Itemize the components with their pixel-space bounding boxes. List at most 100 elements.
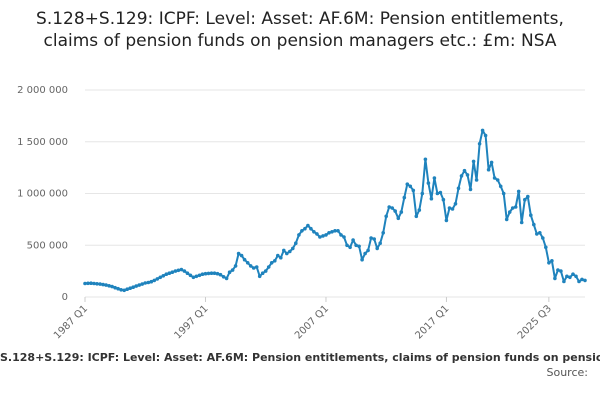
- data-point[interactable]: [336, 229, 340, 233]
- data-point[interactable]: [574, 274, 578, 279]
- data-point[interactable]: [559, 269, 563, 273]
- data-point[interactable]: [248, 264, 253, 268]
- data-point[interactable]: [414, 214, 419, 219]
- data-point[interactable]: [535, 232, 539, 236]
- data-point[interactable]: [513, 205, 518, 209]
- data-point[interactable]: [254, 265, 259, 269]
- data-point[interactable]: [393, 209, 398, 213]
- data-point[interactable]: [242, 257, 247, 262]
- data-point[interactable]: [405, 182, 410, 186]
- data-point[interactable]: [450, 207, 455, 211]
- data-point[interactable]: [381, 231, 386, 235]
- data-point[interactable]: [345, 243, 349, 248]
- data-point[interactable]: [200, 272, 205, 277]
- data-point[interactable]: [318, 235, 322, 239]
- data-point[interactable]: [119, 288, 123, 292]
- data-point[interactable]: [324, 233, 328, 237]
- data-point[interactable]: [95, 282, 99, 286]
- data-point[interactable]: [375, 246, 380, 251]
- data-point[interactable]: [273, 259, 277, 263]
- data-point[interactable]: [480, 128, 485, 133]
- data-point[interactable]: [495, 178, 500, 182]
- data-point[interactable]: [257, 274, 262, 279]
- data-point[interactable]: [369, 236, 373, 240]
- data-point[interactable]: [303, 226, 307, 231]
- data-point[interactable]: [218, 272, 223, 277]
- data-point[interactable]: [122, 288, 126, 293]
- data-point[interactable]: [155, 277, 160, 281]
- data-point[interactable]: [435, 191, 440, 196]
- data-point[interactable]: [251, 266, 256, 270]
- data-point[interactable]: [519, 220, 524, 225]
- data-point[interactable]: [441, 197, 446, 202]
- data-point[interactable]: [402, 195, 407, 200]
- data-point[interactable]: [233, 264, 238, 268]
- data-point[interactable]: [348, 245, 352, 250]
- data-point[interactable]: [83, 281, 87, 286]
- data-point[interactable]: [164, 272, 169, 277]
- data-point[interactable]: [453, 202, 458, 206]
- data-point[interactable]: [426, 181, 431, 185]
- data-point[interactable]: [538, 231, 542, 235]
- data-point[interactable]: [372, 237, 377, 241]
- data-point[interactable]: [309, 226, 313, 231]
- data-point[interactable]: [191, 275, 196, 280]
- data-point[interactable]: [179, 267, 184, 272]
- data-point[interactable]: [568, 275, 572, 280]
- data-point[interactable]: [221, 275, 226, 279]
- data-point[interactable]: [462, 168, 467, 173]
- data-point[interactable]: [420, 191, 425, 196]
- data-point[interactable]: [378, 241, 383, 245]
- data-point[interactable]: [501, 191, 506, 196]
- data-point[interactable]: [209, 271, 214, 276]
- data-point[interactable]: [471, 159, 476, 164]
- data-point[interactable]: [197, 273, 202, 278]
- data-point[interactable]: [423, 157, 428, 162]
- data-point[interactable]: [417, 208, 422, 212]
- data-point[interactable]: [306, 223, 310, 228]
- data-point[interactable]: [477, 142, 482, 146]
- data-point[interactable]: [86, 281, 90, 286]
- data-point[interactable]: [170, 270, 175, 275]
- data-point[interactable]: [360, 257, 364, 262]
- data-point[interactable]: [212, 271, 217, 276]
- data-point[interactable]: [577, 279, 581, 284]
- data-point[interactable]: [263, 269, 268, 273]
- data-point[interactable]: [92, 281, 96, 286]
- data-point[interactable]: [269, 261, 274, 265]
- data-point[interactable]: [459, 174, 464, 178]
- data-point[interactable]: [507, 210, 512, 214]
- data-point[interactable]: [483, 133, 488, 138]
- data-point[interactable]: [185, 271, 190, 276]
- data-point[interactable]: [158, 275, 163, 280]
- data-point[interactable]: [333, 229, 337, 233]
- data-point[interactable]: [291, 246, 295, 251]
- data-point[interactable]: [137, 283, 141, 287]
- data-point[interactable]: [399, 210, 404, 214]
- data-point[interactable]: [149, 279, 154, 284]
- data-point[interactable]: [182, 269, 187, 273]
- data-point[interactable]: [173, 269, 178, 273]
- data-point[interactable]: [544, 245, 548, 250]
- data-point[interactable]: [294, 241, 298, 245]
- data-point[interactable]: [550, 259, 554, 263]
- data-point[interactable]: [553, 276, 557, 281]
- data-point[interactable]: [429, 196, 434, 201]
- data-point[interactable]: [101, 282, 105, 287]
- data-point[interactable]: [285, 251, 289, 256]
- data-point[interactable]: [504, 217, 509, 222]
- data-point[interactable]: [438, 190, 443, 195]
- data-point[interactable]: [456, 186, 461, 191]
- data-point[interactable]: [125, 287, 129, 292]
- data-point[interactable]: [486, 167, 491, 172]
- data-point[interactable]: [498, 184, 503, 189]
- data-point[interactable]: [236, 251, 241, 256]
- data-point[interactable]: [529, 213, 533, 217]
- data-point[interactable]: [282, 248, 286, 253]
- data-point[interactable]: [571, 272, 575, 277]
- data-point[interactable]: [245, 261, 250, 265]
- data-point[interactable]: [134, 284, 138, 288]
- data-point[interactable]: [110, 284, 114, 289]
- data-point[interactable]: [384, 214, 389, 219]
- data-point[interactable]: [327, 231, 331, 235]
